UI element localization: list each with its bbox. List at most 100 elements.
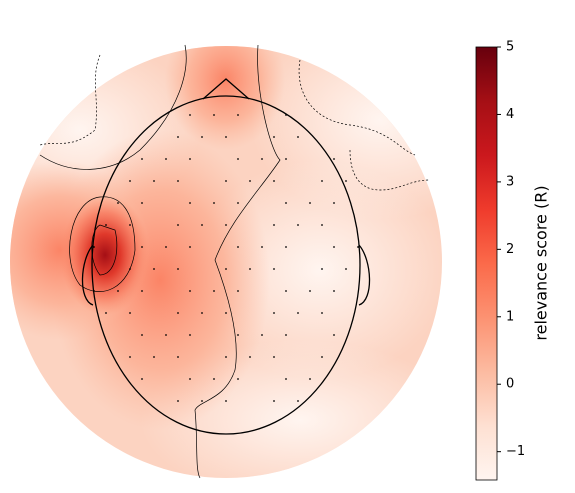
sensor: [225, 224, 227, 226]
sensor: [261, 158, 263, 160]
sensor: [105, 312, 107, 314]
sensor: [273, 312, 275, 314]
sensor: [177, 180, 179, 182]
sensor: [177, 224, 179, 226]
sensor: [213, 202, 215, 204]
sensor: [189, 158, 191, 160]
sensor: [225, 400, 227, 402]
sensor: [249, 356, 251, 358]
colorbar-tick-label: 4: [506, 107, 514, 122]
sensor: [237, 290, 239, 292]
sensor: [93, 246, 95, 248]
colorbar: [475, 46, 498, 481]
sensor: [129, 268, 131, 270]
sensor: [237, 158, 239, 160]
sensor: [321, 180, 323, 182]
sensor: [309, 290, 311, 292]
sensor: [117, 290, 119, 292]
sensor: [141, 246, 143, 248]
sensor: [273, 180, 275, 182]
colorbar-tick-label: −1: [506, 444, 525, 459]
sensor: [189, 290, 191, 292]
sensor: [285, 378, 287, 380]
sensor: [117, 202, 119, 204]
sensor: [237, 246, 239, 248]
sensor: [177, 312, 179, 314]
colorbar-tick-label: 0: [506, 377, 514, 392]
sensor: [201, 400, 203, 402]
sensor: [165, 246, 167, 248]
sensor: [153, 356, 155, 358]
sensor: [357, 246, 359, 248]
sensor: [225, 180, 227, 182]
colorbar-tick-label: 2: [506, 242, 514, 257]
sensor: [273, 356, 275, 358]
sensor: [345, 180, 347, 182]
sensor: [321, 312, 323, 314]
sensor: [165, 334, 167, 336]
head-outline: [81, 78, 371, 435]
sensor: [141, 158, 143, 160]
sensor: [237, 378, 239, 380]
sensor: [225, 268, 227, 270]
sensor: [201, 312, 203, 314]
topomap: [10, 46, 442, 478]
sensor: [177, 400, 179, 402]
sensor: [309, 202, 311, 204]
sensor: [345, 268, 347, 270]
sensor: [273, 400, 275, 402]
sensor: [225, 312, 227, 314]
sensor: [201, 136, 203, 138]
sensor: [177, 356, 179, 358]
sensor: [285, 290, 287, 292]
sensor: [249, 268, 251, 270]
colorbar-label: relevance score (R): [532, 185, 551, 340]
colorbar-tick-label: 1: [506, 309, 514, 324]
sensors: [93, 114, 359, 402]
sensor: [321, 268, 323, 270]
sensor: [285, 114, 287, 116]
sensor: [261, 246, 263, 248]
sensor: [333, 246, 335, 248]
sensor: [129, 356, 131, 358]
sensor: [309, 378, 311, 380]
sensor: [189, 114, 191, 116]
sensor: [213, 378, 215, 380]
sensor: [321, 356, 323, 358]
sensor: [333, 334, 335, 336]
sensor: [129, 224, 131, 226]
sensor: [333, 158, 335, 160]
sensor: [189, 334, 191, 336]
colorbar-tick-label: 5: [506, 40, 514, 55]
sensor: [189, 246, 191, 248]
sensor: [249, 180, 251, 182]
sensor: [153, 268, 155, 270]
sensor: [297, 312, 299, 314]
sensor: [285, 334, 287, 336]
sensor: [237, 114, 239, 116]
contours: [39, 44, 431, 479]
sensor: [141, 378, 143, 380]
sensor: [285, 246, 287, 248]
sensor: [129, 312, 131, 314]
sensor: [237, 202, 239, 204]
sensor: [141, 290, 143, 292]
sensor: [321, 224, 323, 226]
sensor: [297, 136, 299, 138]
sensor: [225, 356, 227, 358]
sensor: [333, 202, 335, 204]
sensor: [129, 180, 131, 182]
sensor: [297, 400, 299, 402]
sensor: [189, 202, 191, 204]
sensor: [177, 268, 179, 270]
sensor: [225, 136, 227, 138]
sensor: [93, 290, 95, 292]
sensor: [177, 136, 179, 138]
sensor: [285, 158, 287, 160]
sensor: [333, 290, 335, 292]
sensor: [273, 224, 275, 226]
sensor: [261, 334, 263, 336]
sensor: [105, 224, 107, 226]
sensor: [213, 114, 215, 116]
